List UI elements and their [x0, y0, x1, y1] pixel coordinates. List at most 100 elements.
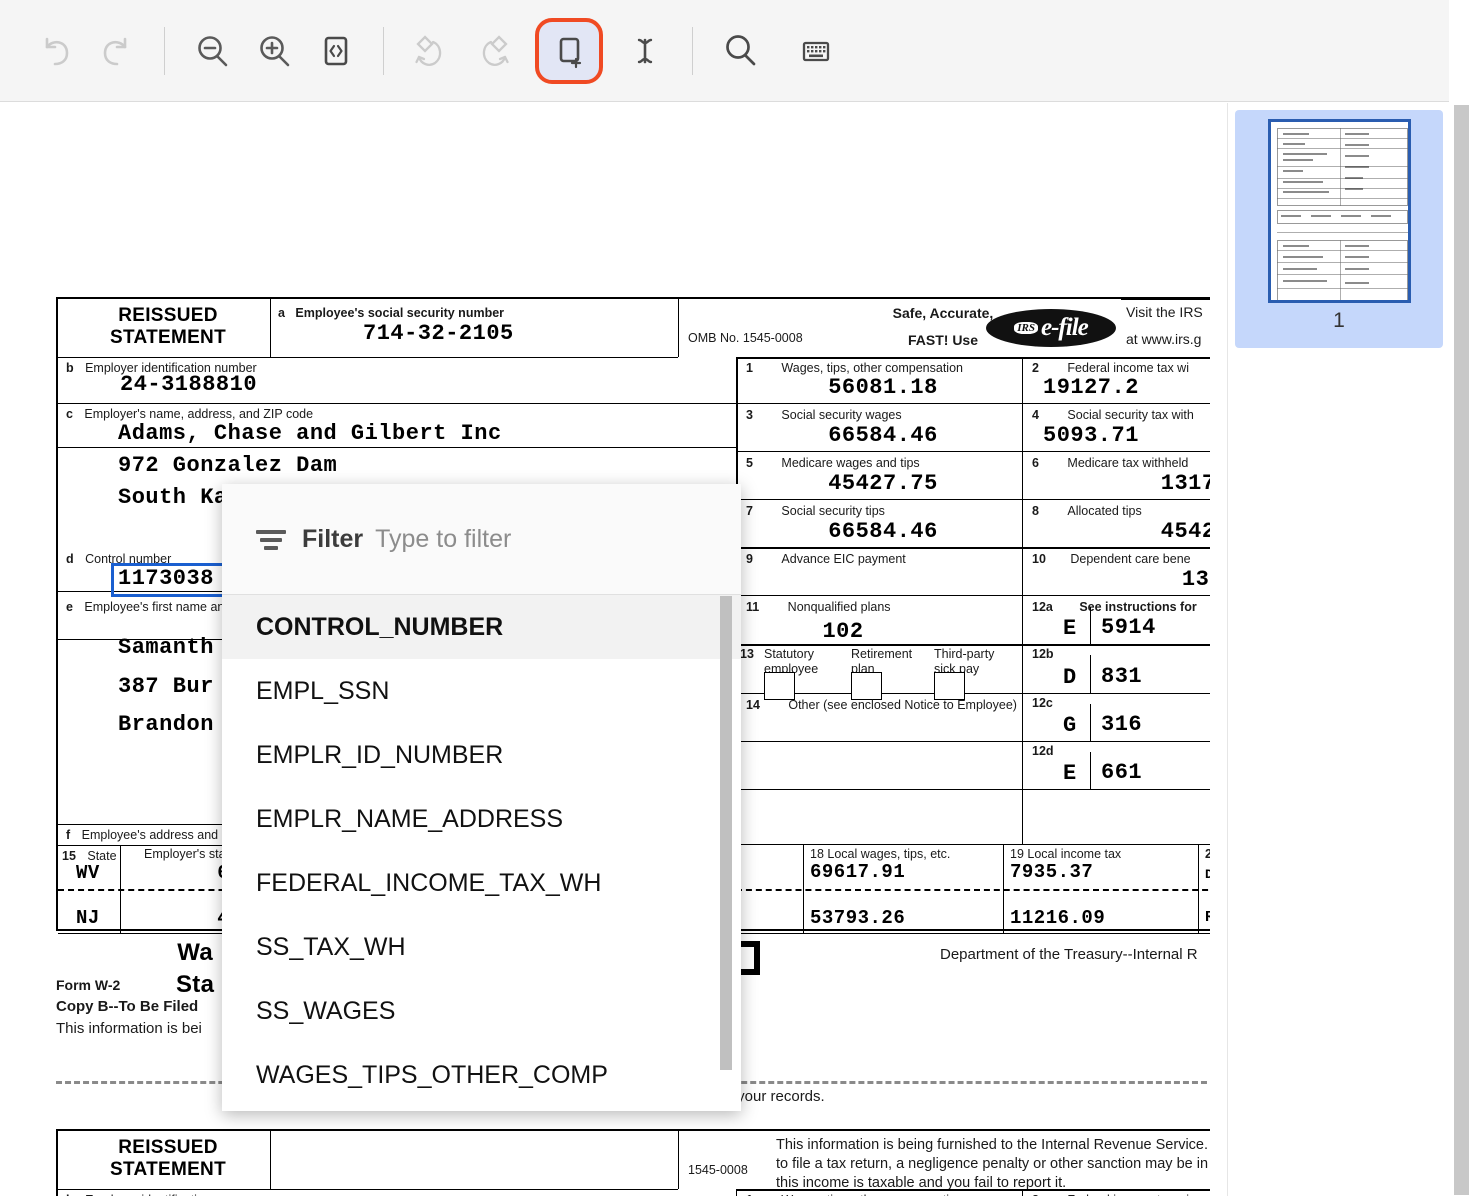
box-4-value: 5093.71: [1043, 423, 1139, 448]
box-12d-label: 12d: [1032, 744, 1054, 758]
box-12b-code: D: [1063, 665, 1077, 690]
box-e-line-1: Samanth: [118, 635, 214, 660]
box-11-label: 11 Nonqualified plans: [746, 600, 891, 614]
dropdown-option-empl-ssn[interactable]: EMPL_SSN: [256, 676, 390, 705]
box-c-line-2: 972 Gonzalez Dam: [118, 453, 338, 478]
box-9-label: 9 Advance EIC payment: [746, 552, 906, 566]
box-12b-label: 12b: [1032, 647, 1054, 661]
dropdown-option-control-number[interactable]: CONTROL_NUMBER: [222, 595, 741, 659]
statutory-employee-checkbox[interactable]: [764, 672, 795, 700]
box-4-label: 4 Social security tax with: [1032, 408, 1194, 422]
thumbnail-page-preview: [1267, 119, 1411, 303]
dropdown-option-emplr-id-number[interactable]: EMPLR_ID_NUMBER: [256, 740, 504, 769]
dropdown-option-emplr-name-address[interactable]: EMPLR_NAME_ADDRESS: [256, 804, 564, 833]
dropdown-scrollbar[interactable]: [720, 596, 732, 1070]
box-18-label: 18 Local wages, tips, etc.: [810, 847, 951, 861]
toolbar-divider-2: [383, 26, 384, 75]
box-1-label: 1 Wages, tips, other compensation: [746, 361, 963, 375]
box-11-value: 102: [822, 619, 864, 644]
box-12c-amount: 316: [1101, 712, 1143, 737]
field-type-dropdown[interactable]: Filter Type to filter CONTROL_NUMBER EMP…: [222, 484, 741, 1111]
irs-efile-logo: IRS e-file: [986, 309, 1116, 347]
fit-width-button[interactable]: [305, 21, 367, 81]
box-7-value: 66584.46: [828, 519, 938, 544]
vertical-scrollbar[interactable]: [1449, 103, 1472, 1196]
box-12d-code: E: [1063, 761, 1077, 786]
box-5-label: 5 Medicare wages and tips: [746, 456, 920, 470]
third-party-sick-pay-checkbox[interactable]: [934, 672, 965, 700]
box-12a-code: E: [1063, 616, 1077, 641]
dropdown-option-ss-wages[interactable]: SS_WAGES: [256, 996, 396, 1025]
box-14-label: 14 Other (see enclosed Notice to Employe…: [746, 698, 1017, 712]
box-12b-amount: 831: [1101, 664, 1143, 689]
rotate-right-button[interactable]: [462, 21, 524, 81]
box-6-value: 1317.4: [1160, 471, 1210, 496]
thumbnail-panel: 1: [1227, 103, 1449, 1196]
dropdown-option-list[interactable]: CONTROL_NUMBER EMPL_SSN EMPLR_ID_NUMBER …: [222, 595, 741, 1111]
box-f-label: f Employee's address and: [66, 828, 219, 842]
local-row-2-wages: 53793.26: [810, 907, 906, 929]
box-d-value: 1173038: [118, 566, 214, 591]
toolbar-divider-1: [164, 26, 165, 75]
box-12a-label: 12a See instructions for: [1032, 600, 1197, 614]
dept-treasury-line: Department of the Treasury--Internal R: [940, 946, 1198, 963]
reissued-statement-2: REISSUED STATEMENT: [110, 1137, 226, 1180]
box-2-label: 2 Federal income tax wi: [1032, 361, 1189, 375]
local-row-1-tax: 7935.37: [1010, 861, 1094, 883]
retirement-plan-checkbox[interactable]: [851, 672, 882, 700]
box-10-value: 139: [1181, 567, 1210, 592]
undo-button[interactable]: [24, 21, 86, 81]
box-8-label: 8 Allocated tips: [1032, 504, 1142, 518]
visit-irs-text: Visit the IRS at www.irs.g: [1126, 304, 1203, 347]
notice-text-2: This information is being furnished to t…: [776, 1137, 1209, 1192]
state-row-2-state: NJ: [76, 907, 100, 929]
bracket-mark: [734, 941, 760, 975]
reissued-statement: REISSUED STATEMENT: [110, 305, 226, 348]
box-20-label: 20: [1205, 847, 1210, 861]
filter-input[interactable]: Type to filter: [375, 524, 512, 553]
box-10-label: 10 Dependent care bene: [1032, 552, 1191, 566]
box-7-label: 7 Social security tips: [746, 504, 885, 518]
box-3-value: 66584.46: [828, 423, 938, 448]
box-1-value: 56081.18: [828, 375, 938, 400]
box-15-label: 15 State: [62, 849, 117, 863]
dropdown-option-ss-tax-wh[interactable]: SS_TAX_WH: [256, 932, 406, 961]
box-e-label: e Employee's first name an: [66, 600, 225, 614]
box-d-label: d Control number: [66, 552, 172, 566]
state-row-1-state: WV: [76, 862, 100, 884]
thumbnail-page-1[interactable]: 1: [1235, 110, 1443, 348]
zoom-in-button[interactable]: [243, 21, 305, 81]
redo-button[interactable]: [86, 21, 148, 81]
rotate-left-button[interactable]: [400, 21, 462, 81]
box-1-label-2: 1 Wages, tips, other compensation: [746, 1191, 963, 1196]
box-16-label: Employer's sta: [144, 847, 226, 861]
box-19-label: 19 Local income tax: [1010, 847, 1122, 861]
box-12d-amount: 661: [1101, 760, 1143, 785]
dropdown-option-federal-income-tax-wh[interactable]: FEDERAL_INCOME_TAX_WH: [256, 868, 602, 897]
zoom-out-button[interactable]: [181, 21, 243, 81]
search-button[interactable]: [709, 21, 771, 81]
local-row-2-name: R: [1205, 909, 1210, 926]
omb-number-2: 1545-0008: [688, 1163, 748, 1177]
add-region-button[interactable]: [535, 17, 603, 84]
keyboard-button[interactable]: [785, 21, 847, 81]
info-furnished-line: This information is bei: [56, 1020, 202, 1037]
box-13-label: 13: [740, 647, 754, 661]
box-c-label: c Employer's name, address, and ZIP code: [66, 407, 314, 421]
copy-b-line: Copy B--To Be Filed: [56, 998, 199, 1015]
box-2-value: 19127.2: [1043, 375, 1139, 400]
omb-number: OMB No. 1545-0008: [688, 331, 803, 345]
box-12c-code: G: [1063, 713, 1077, 738]
w2-form-copy-2: REISSUED STATEMENT 1545-0008 This inform…: [56, 1129, 1210, 1196]
text-select-button[interactable]: [614, 21, 676, 81]
box-12a-amount: 5914: [1101, 615, 1156, 640]
form-w2-line: Form W-2: [56, 977, 121, 993]
box-b-value: 24-3188810: [120, 372, 258, 397]
dropdown-filter-row[interactable]: Filter Type to filter: [222, 484, 741, 595]
box-5-value: 45427.75: [828, 471, 938, 496]
scrollbar-thumb[interactable]: [1454, 105, 1469, 1195]
box-a-value: 714-32-2105: [363, 321, 514, 346]
box-e-line-3: Brandon: [118, 712, 214, 737]
dropdown-option-wages-tips-other-comp[interactable]: WAGES_TIPS_OTHER_COMP: [256, 1060, 608, 1089]
